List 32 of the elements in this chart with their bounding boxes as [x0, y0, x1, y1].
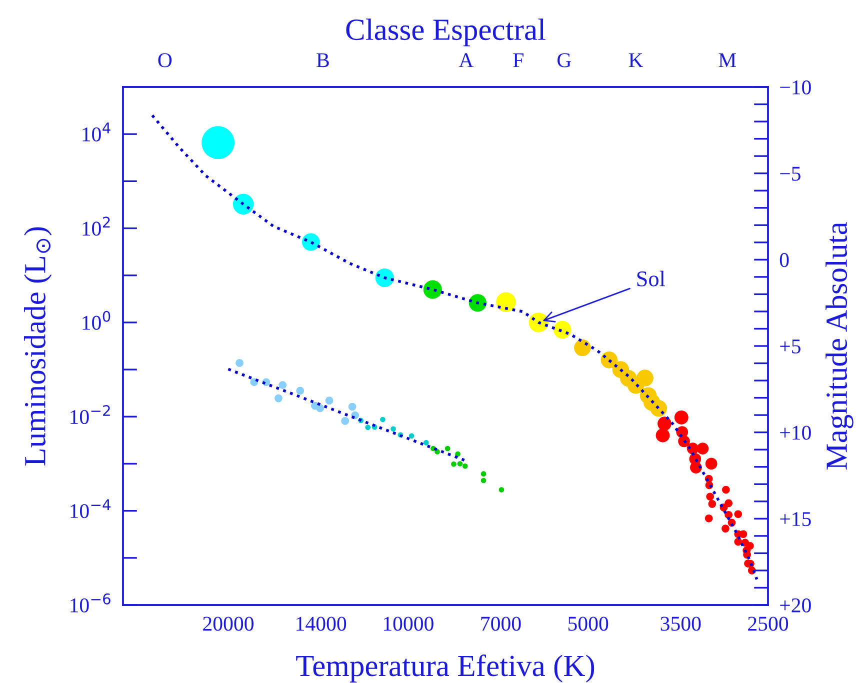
x-tick-label: 3500 [660, 616, 701, 631]
y2-tick-label: +15 [780, 512, 811, 526]
text: F [513, 53, 524, 68]
y2-tick-label: +5 [780, 340, 800, 354]
y-tick-label: 10$^{0}$ [82, 310, 110, 330]
annotation: Sol [637, 270, 666, 286]
y2-tick-label: −10 [780, 80, 811, 94]
text: B [316, 53, 329, 68]
x-tick-label: 10000 [384, 616, 434, 631]
x-tick-label: 2500 [748, 616, 788, 631]
text: M [718, 53, 736, 68]
text: K [628, 53, 644, 68]
x-tick-label: 7000 [481, 616, 521, 631]
y-axis-title: Luminosidade (L$_{⊙}$) [24, 227, 52, 466]
x-tick-label: 14000 [296, 616, 346, 631]
y2-axis-title: Magnitude Absoluta [826, 222, 854, 470]
y2-tick-label: −5 [780, 166, 800, 181]
text: G [558, 53, 572, 68]
y-tick-label: 10$^{−6}$ [70, 593, 110, 612]
y2-tick-label: +20 [780, 598, 811, 612]
x-axis-title: Temperatura Efetiva (K) [296, 654, 594, 682]
y-tick-label: 10$^{−4}$ [70, 499, 110, 518]
y2-tick-label: 0 [780, 253, 789, 268]
y2-tick-label: +10 [780, 426, 811, 440]
x-tick-label: 5000 [568, 616, 608, 631]
y-tick-label: 10$^{−2}$ [70, 405, 110, 424]
text: O [158, 53, 172, 68]
y-tick-label: 10$^{4}$ [82, 122, 110, 142]
x-tick-label: 20000 [203, 616, 254, 631]
text: A [458, 53, 474, 68]
y-tick-label: 10$^{2}$ [82, 216, 110, 236]
chart-title: Classe Espectral [346, 18, 546, 46]
